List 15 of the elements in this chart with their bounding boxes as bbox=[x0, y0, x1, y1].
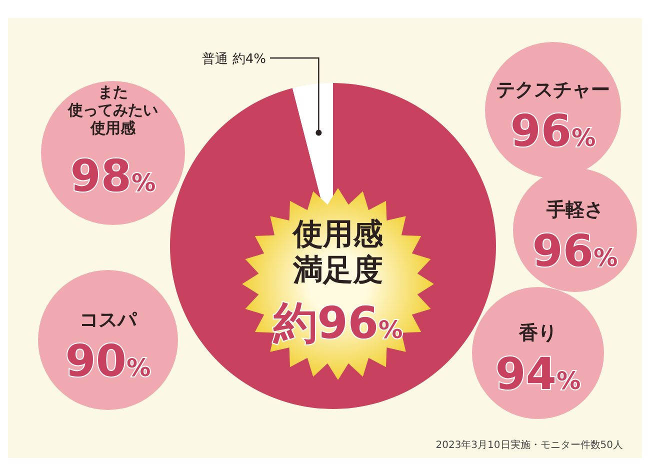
category-label: コスパ bbox=[80, 309, 138, 331]
data-label: 96% bbox=[532, 226, 618, 277]
slice-label: 使用感満足度 bbox=[292, 217, 384, 288]
slice-label: 普通 bbox=[202, 52, 228, 67]
data-label: 98% bbox=[70, 151, 156, 202]
data-label: 94% bbox=[495, 349, 581, 400]
data-label: 90% bbox=[65, 336, 151, 387]
text: 2023年3月10日実施・モニター件数50人 bbox=[436, 439, 623, 451]
category-label: 手軽さ bbox=[546, 199, 604, 221]
category-label: テクスチャー bbox=[496, 79, 610, 101]
data-label: 約4% bbox=[232, 52, 266, 67]
data-label: 約96% bbox=[272, 298, 403, 349]
category-label: また使ってみたい使用感 bbox=[67, 83, 158, 137]
data-label: 96% bbox=[510, 106, 596, 157]
category-label: 香り bbox=[518, 322, 557, 344]
